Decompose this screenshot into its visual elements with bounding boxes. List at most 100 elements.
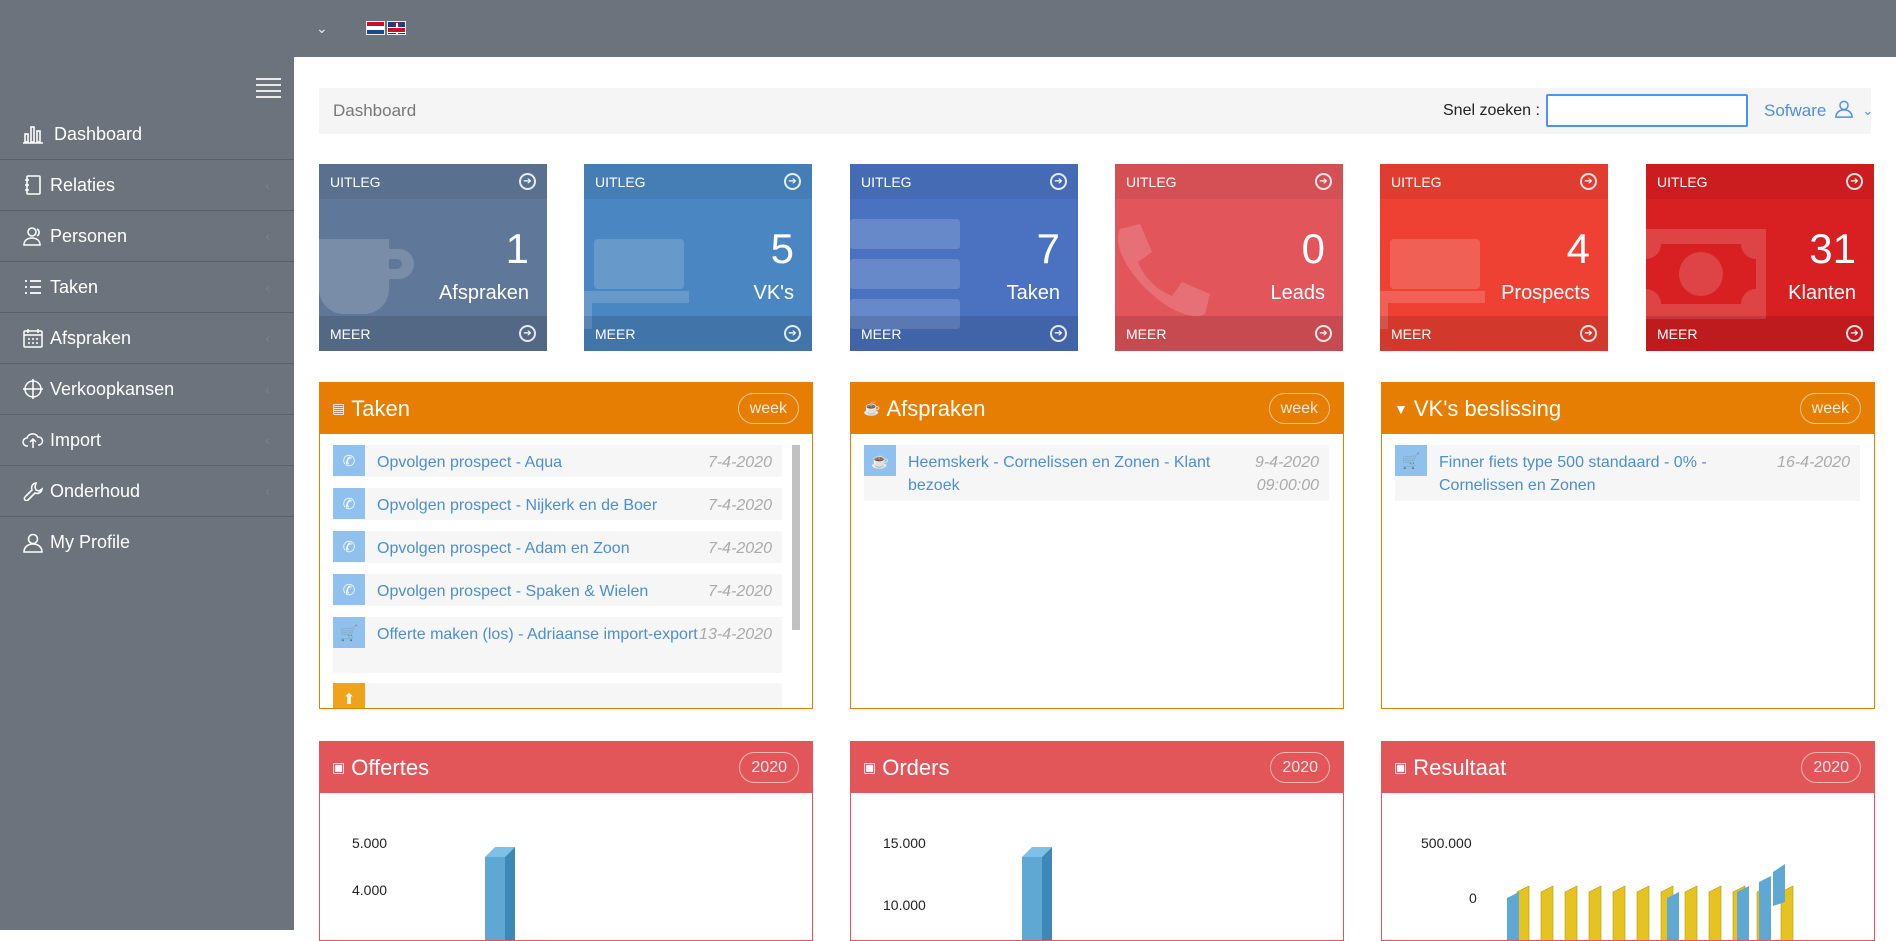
y-tick-label: 4.000 [352,882,388,898]
top-dropdown-caret[interactable]: ⌄ [316,20,328,36]
tile-taken[interactable]: UITLEG ➔ 7 Taken MEER ➔ [850,164,1078,351]
tile-afspraken[interactable]: UITLEG ➔ 1 Afspraken MEER ➔ [319,164,547,351]
chart-bar [1022,847,1052,940]
tile-label: VK's [753,282,795,304]
tile-count: 4 [1566,225,1590,272]
server-icon [850,219,960,329]
phone-icon [1117,224,1210,317]
tile-leads[interactable]: UITLEG ➔ 0 Leads MEER ➔ [1115,164,1343,351]
user-menu[interactable]: Sofware ⌄ [1764,100,1873,123]
panel-title: Orders [882,754,950,780]
resultaat-panel: ▣ Resultaat 2020 500.000 0 [1381,741,1875,941]
tile-label: Taken [1006,282,1060,304]
sidebar-menu: Dashboard Relaties ‹ Personen ‹ Taken ‹ … [0,109,294,568]
sidebar-item-afspraken[interactable]: Afspraken ‹ [0,313,294,364]
arrow-right-circle-icon[interactable]: ➔ [784,173,801,190]
tile-more-link[interactable]: MEER [330,325,371,342]
hamburger-menu-icon[interactable] [256,78,281,98]
list-item[interactable]: ☕ Heemskerk - Cornelissen en Zonen - Klan… [864,445,1329,501]
tile-explain-link[interactable]: UITLEG [330,173,381,190]
offertes-panel: ▣ Offertes 2020 5.000 4.000 [319,741,813,941]
tile-explain-link[interactable]: UITLEG [1391,173,1442,190]
year-filter-button[interactable]: 2020 [739,752,799,783]
orders-panel: ▣ Orders 2020 15.000 10.000 [850,741,1344,941]
users-icon [21,224,45,248]
flag-nl-icon[interactable] [366,21,385,35]
list-item[interactable]: ✆ Opvolgen prospect - Aqua 7-4-2020 [333,445,782,477]
tile-more-link[interactable]: MEER [595,325,636,342]
sidebar-item-label: Personen [50,225,128,246]
sidebar-item-verkoopkansen[interactable]: Verkoopkansen ‹ [0,364,294,415]
tile-count: 5 [770,225,794,272]
tile-more-link[interactable]: MEER [861,325,902,342]
user-icon [21,531,45,555]
arrow-right-circle-icon[interactable]: ➔ [1050,173,1067,190]
year-filter-button[interactable]: 2020 [1270,752,1330,783]
search-input[interactable] [1546,94,1748,127]
list-item[interactable]: 🛒 Offerte maken (los) - Adriaanse import-… [333,617,782,673]
tile-explain-link[interactable]: UITLEG [861,173,912,190]
tile-label: Afspraken [438,282,529,304]
tile-more-link[interactable]: MEER [1391,325,1432,342]
money-icon [1646,229,1766,319]
week-filter-button[interactable]: week [1799,393,1861,424]
tile-more-link[interactable]: MEER [1657,325,1698,342]
arrow-right-circle-icon[interactable]: ➔ [1315,325,1332,342]
arrow-right-circle-icon[interactable]: ➔ [1315,173,1332,190]
sidebar-item-taken[interactable]: Taken ‹ [0,262,294,313]
tile-label: Prospects [1501,282,1590,304]
upload-icon: ⬆ [333,683,365,708]
arrow-right-circle-icon[interactable]: ➔ [1050,325,1067,342]
arrow-right-circle-icon[interactable]: ➔ [1846,173,1863,190]
arrow-right-circle-icon[interactable]: ➔ [1580,325,1597,342]
list-item[interactable]: ✆ Opvolgen prospect - Spaken & Wielen 7-4-… [333,574,782,606]
item-text: Opvolgen prospect - Aqua [377,454,563,471]
tile-explain-link[interactable]: UITLEG [1126,173,1177,190]
scrollbar[interactable] [792,445,800,630]
list-item[interactable]: 🛒 Finner fiets type 500 standaard - 0% - … [1395,445,1860,501]
y-tick-label: 10.000 [883,897,926,913]
item-date: 16-4-2020 [1777,454,1850,471]
arrow-right-circle-icon[interactable]: ➔ [519,173,536,190]
item-date: 7-4-2020 [707,583,772,600]
arrow-right-circle-icon[interactable]: ➔ [1846,325,1863,342]
week-filter-button[interactable]: week [737,393,799,424]
arrow-right-circle-icon[interactable]: ➔ [519,325,536,342]
search-label: Snel zoeken : [1443,102,1540,119]
panel-title: Taken [351,395,410,421]
panel-title: Resultaat [1413,754,1507,780]
tile-more-link[interactable]: MEER [1126,325,1167,342]
sidebar-item-personen[interactable]: Personen ‹ [0,211,294,262]
tile-explain-link[interactable]: UITLEG [595,173,646,190]
crosshair-icon [21,377,45,401]
y-tick-label: 15.000 [883,835,926,851]
arrow-right-circle-icon[interactable]: ➔ [1580,173,1597,190]
list-item[interactable]: ✆ Opvolgen prospect - Nijkerk en de Boer 7… [333,488,782,520]
phone-icon: ✆ [333,488,365,519]
chevron-left-icon: ‹ [265,381,270,397]
sidebar-item-dashboard[interactable]: Dashboard [0,109,294,160]
sidebar-item-my-profile[interactable]: My Profile [0,517,294,568]
user-icon [1835,100,1854,123]
list-item[interactable]: ✆ Opvolgen prospect - Adam en Zoon 7-4-202… [333,531,782,563]
sidebar-item-relaties[interactable]: Relaties ‹ [0,160,294,211]
tile-klanten[interactable]: UITLEG ➔ 31 Klanten MEER ➔ [1646,164,1874,351]
tile-prospects[interactable]: UITLEG ➔ 4 Prospects MEER ➔ [1380,164,1608,351]
wrench-icon [21,479,45,503]
item-text: Heemskerk - Cornelissen en Zonen - Klant… [908,454,1211,494]
phone-icon: ✆ [333,574,365,605]
sidebar-item-import[interactable]: Import ‹ [0,415,294,466]
tile-label: Leads [1270,282,1326,304]
tile-count: 1 [505,225,529,272]
list-item[interactable]: ⬆ [333,683,782,708]
chart-bars [1507,864,1794,940]
year-filter-button[interactable]: 2020 [1801,752,1861,783]
sidebar-item-onderhoud[interactable]: Onderhoud ‹ [0,466,294,517]
tile-vks[interactable]: UITLEG ➔ 5 VK's MEER ➔ [584,164,812,351]
tile-explain-link[interactable]: UITLEG [1657,173,1708,190]
y-tick-label: 500.000 [1421,835,1472,851]
arrow-right-circle-icon[interactable]: ➔ [784,325,801,342]
flag-uk-icon[interactable] [387,21,406,35]
week-filter-button[interactable]: week [1268,393,1330,424]
desk-icon [1380,239,1485,329]
